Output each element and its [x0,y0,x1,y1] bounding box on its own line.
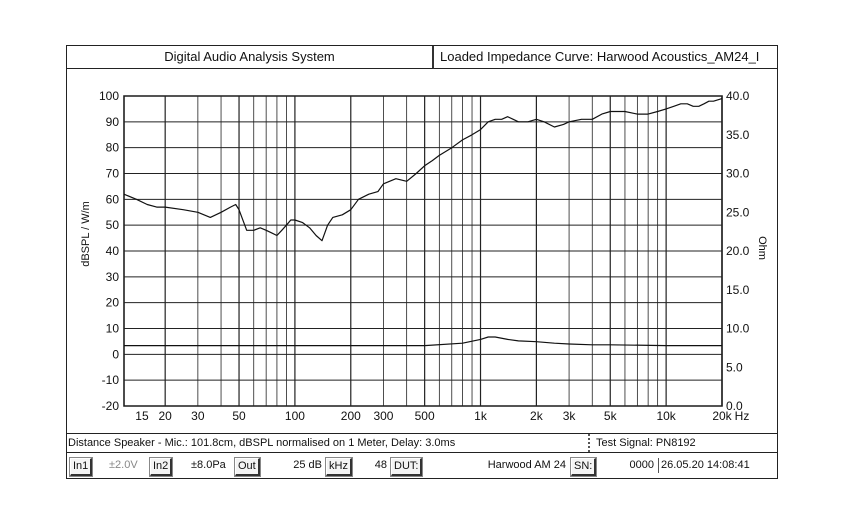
x-tick-label: 300 [373,409,393,423]
x-tick-label: 15 [135,409,149,423]
y2-tick-label: 20.0 [726,244,750,258]
sn-button[interactable]: SN: [569,457,598,477]
impedance-chart: -20 -10 0 10 20 30 40 50 60 70 80 90 100 0.0 5.0 10.0 15… [80,89,768,423]
impedance-line [124,336,722,347]
y2-axis-title: Ohm [756,236,768,260]
in2-range: ±8.0Pa [191,459,226,471]
khz-button[interactable]: kHz [325,457,353,477]
y-tick-label: 80 [106,141,120,155]
distance-info: Distance Speaker - Mic.: 101.8cm, dBSPL … [68,437,456,449]
y-tick-label: 70 [106,167,120,181]
y-axis-title: dBSPL / W/m [80,201,92,267]
y2-tick-label: 0.0 [726,399,743,413]
x-tick-label: 500 [415,409,435,423]
test-signal-info: Test Signal: PN8192 [588,434,696,452]
x-tick-label: 100 [285,409,305,423]
x-tick-label: 5k [604,409,618,423]
chart-series [123,98,723,347]
system-title: Digital Audio Analysis System [67,46,434,69]
spl-response-line [123,98,723,242]
y-tick-label: 100 [99,89,119,103]
x-tick-label: 10k [656,409,676,423]
y-tick-label: -10 [102,373,120,387]
y2-tick-label: 5.0 [726,360,743,374]
dut-name: Harwood AM 24 [487,459,566,471]
y-tick-label: 60 [106,192,120,206]
y-tick-label: -20 [102,399,120,413]
x-unit-label: Hz [735,409,750,423]
measurement-title: Loaded Impedance Curve: Harwood Acoustic… [434,46,777,69]
y-tick-label: 20 [106,296,120,310]
x-tick-label: 200 [341,409,361,423]
y-tick-label: 50 [106,218,120,232]
dut-button[interactable]: DUT: [389,457,424,477]
date-time: 26.05.20 14:08:41 [658,458,750,473]
x-tick-label: 3k [563,409,577,423]
x-tick-label: 30 [191,409,205,423]
out-level: 25 dB [293,459,322,471]
x-tick-label: 20 [158,409,172,423]
x-tick-label: 20k [712,409,732,423]
y-tick-label: 40 [106,244,120,258]
y2-tick-label: 30.0 [726,167,750,181]
chart-grid [123,95,723,407]
y-tick-label: 10 [106,322,120,336]
analyzer-window: Digital Audio Analysis System Loaded Imp… [66,45,778,479]
status-bar: In1 ±2.0V In2 ±8.0Pa Out 25 dB kHz 48 DU… [67,457,777,477]
in2-button[interactable]: In2 [148,457,174,477]
x-tick-label: 2k [530,409,544,423]
out-button[interactable]: Out [234,457,261,477]
y2-tick-label: 35.0 [726,128,750,142]
y2-tick-label: 15.0 [726,283,750,297]
x-tick-label: 50 [232,409,246,423]
y-tick-label: 90 [106,115,120,129]
chart-ticks: -20 -10 0 10 20 30 40 50 60 70 80 90 100 0.0 5.0 10.0 15… [99,89,750,423]
y2-tick-label: 40.0 [726,89,750,103]
y2-tick-label: 25.0 [726,205,750,219]
x-tick-label: 1k [474,409,488,423]
in1-button[interactable]: In1 [68,457,94,477]
y-tick-label: 0 [112,347,119,361]
in1-range: ±2.0V [109,459,138,471]
y2-tick-label: 10.0 [726,322,750,336]
y-tick-label: 30 [106,270,120,284]
measurement-info-bar: Distance Speaker - Mic.: 101.8cm, dBSPL … [67,433,777,453]
sample-rate: 48 [374,459,387,471]
serial-number: 0000 [629,459,654,471]
